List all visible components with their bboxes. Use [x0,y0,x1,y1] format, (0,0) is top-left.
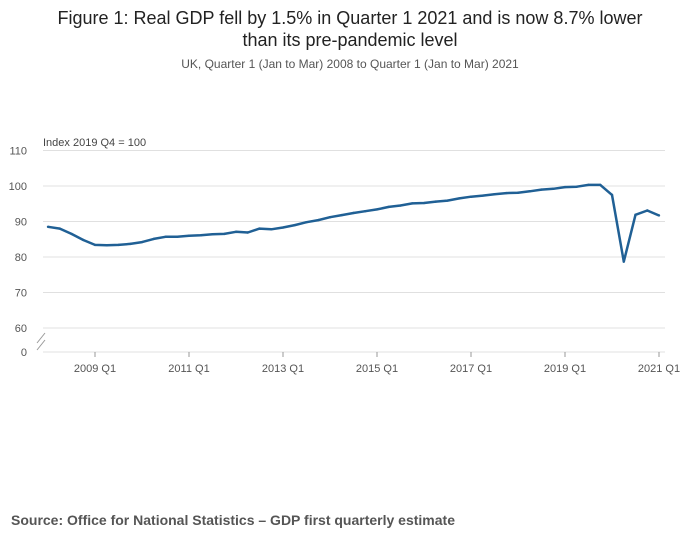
y-tick-label-80: 80 [15,252,27,264]
data-point-2008-Q1 [46,225,50,229]
data-point-2017-Q4 [505,191,508,195]
data-point-2018-Q2 [528,190,531,193]
data-point-2012-Q3 [258,227,261,230]
data-point-2020-Q1 [610,193,614,197]
data-point-2012-Q4 [270,228,273,231]
data-point-2009-Q4 [129,242,132,246]
data-points [46,183,661,263]
data-point-2014-Q1 [328,216,332,219]
data-point-2014-Q2 [340,213,343,217]
data-point-2013-Q3 [305,221,308,224]
x-tick-label: 2017 Q1 [450,363,492,375]
data-point-2014-Q3 [352,211,355,215]
data-point-2012-Q1 [234,230,238,233]
x-tick-label: 2013 Q1 [262,363,304,375]
data-point-2016-Q4 [458,197,461,200]
data-point-2020-Q2 [622,260,625,263]
data-point-2013-Q2 [293,223,296,227]
chart-title-line-2: than its pre-pandemic level [242,30,458,50]
data-point-2008-Q3 [70,232,73,236]
data-point-2019-Q4 [599,183,602,187]
data-point-2009-Q3 [117,243,120,247]
y-axis-break-marker [36,332,50,351]
data-point-2016-Q1 [422,201,426,205]
data-point-2016-Q3 [446,199,449,202]
data-point-2011-Q4 [223,232,226,236]
data-point-2013-Q4 [317,218,320,222]
x-tick-label: 2015 Q1 [356,363,398,375]
grid-lines [43,150,665,353]
data-point-2018-Q3 [540,188,543,191]
data-point-2011-Q2 [199,234,202,237]
source-note: Source: Office for National Statistics –… [11,512,455,528]
data-point-2010-Q4 [176,235,179,238]
data-point-2017-Q1 [469,195,473,198]
y-tick-label-60: 60 [15,323,27,335]
data-point-2015-Q3 [399,204,402,207]
y-axis-ticks: 110 100 90 80 70 60 0 [9,146,27,360]
chart-title-line-1: Figure 1: Real GDP fell by 1.5% in Quart… [57,8,643,28]
data-point-2008-Q4 [82,238,85,242]
data-point-2019-Q1 [563,185,567,189]
data-point-2014-Q4 [364,210,367,213]
chart-title: Figure 1: Real GDP fell by 1.5% in Quart… [0,7,700,51]
y-tick-label-100: 100 [9,181,27,193]
x-tick-label: 2009 Q1 [74,363,116,375]
y-tick-label-0: 0 [21,347,27,359]
y-tick-label-110: 110 [9,146,27,158]
x-tick-label: 2019 Q1 [544,363,586,375]
data-point-2020-Q3 [634,213,637,216]
x-axis-ticks: 2009 Q1 2011 Q1 2013 Q1 2015 Q1 2017 Q1 2019 … [74,352,680,375]
data-point-2015-Q1 [375,208,379,211]
data-point-2009-Q1 [93,243,97,247]
data-point-2010-Q3 [164,235,167,238]
gdp-index-line [47,183,660,263]
data-point-2010-Q1 [140,240,144,244]
data-point-2016-Q2 [434,200,437,203]
data-point-2010-Q2 [152,237,155,241]
data-point-2019-Q3 [587,183,590,187]
y-axis-label: Index 2019 Q4 = 100 [43,137,146,149]
data-point-2021-Q1 [657,214,661,217]
data-point-2015-Q4 [411,202,414,205]
data-point-2009-Q2 [105,244,108,247]
data-point-2015-Q2 [387,205,390,209]
data-point-2020-Q4 [646,209,649,212]
data-point-2013-Q1 [281,226,285,229]
x-tick-label: 2011 Q1 [168,363,209,375]
data-point-2018-Q1 [516,191,520,194]
data-point-2012-Q2 [246,231,249,234]
data-point-2017-Q3 [493,192,496,196]
data-point-2011-Q1 [187,234,191,237]
x-tick-label: 2021 Q1 [638,363,680,375]
data-point-2011-Q3 [211,233,214,236]
data-point-2018-Q4 [552,187,555,191]
data-point-2008-Q2 [58,227,61,230]
chart-subtitle: UK, Quarter 1 (Jan to Mar) 2008 to Quart… [181,57,519,71]
data-point-2019-Q2 [575,185,578,188]
y-tick-label-90: 90 [15,217,27,229]
y-tick-label-70: 70 [15,288,27,300]
data-point-2017-Q2 [481,194,484,197]
